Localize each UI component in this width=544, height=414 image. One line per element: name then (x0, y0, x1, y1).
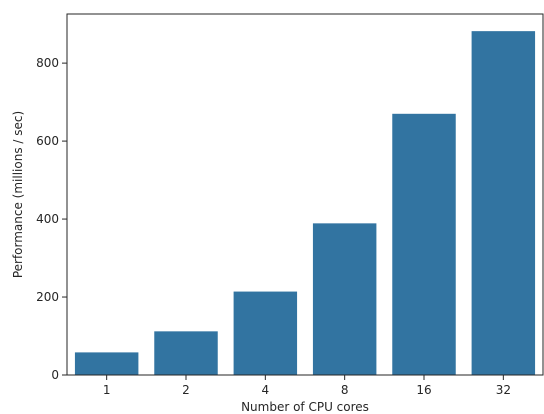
y-tick-label: 0 (51, 368, 59, 382)
plot-frame (66, 13, 544, 376)
x-axis-label: Number of CPU cores (241, 400, 369, 414)
bar-1 (74, 352, 139, 375)
x-axis-ticks: 1 2 4 8 16 32 (103, 375, 511, 397)
axes-frame (66, 13, 544, 376)
x-tick-label: 16 (416, 383, 431, 397)
bars-group (74, 31, 536, 376)
y-axis-label: Performance (millions / sec) (11, 111, 25, 278)
x-tick-label: 32 (496, 383, 511, 397)
bar-16 (392, 113, 456, 376)
bar-32 (471, 31, 536, 376)
x-tick-label: 1 (103, 383, 111, 397)
bar-8 (312, 223, 377, 375)
x-tick-label: 2 (182, 383, 190, 397)
bar-2 (154, 331, 218, 375)
y-tick-label: 400 (36, 212, 59, 226)
y-axis-ticks: 0 200 400 600 800 (36, 56, 67, 382)
y-tick-label: 200 (36, 290, 59, 304)
x-tick-label: 4 (262, 383, 270, 397)
bar-4 (233, 291, 298, 375)
x-tick-label: 8 (341, 383, 349, 397)
y-tick-label: 800 (36, 56, 59, 70)
y-tick-label: 600 (36, 134, 59, 148)
